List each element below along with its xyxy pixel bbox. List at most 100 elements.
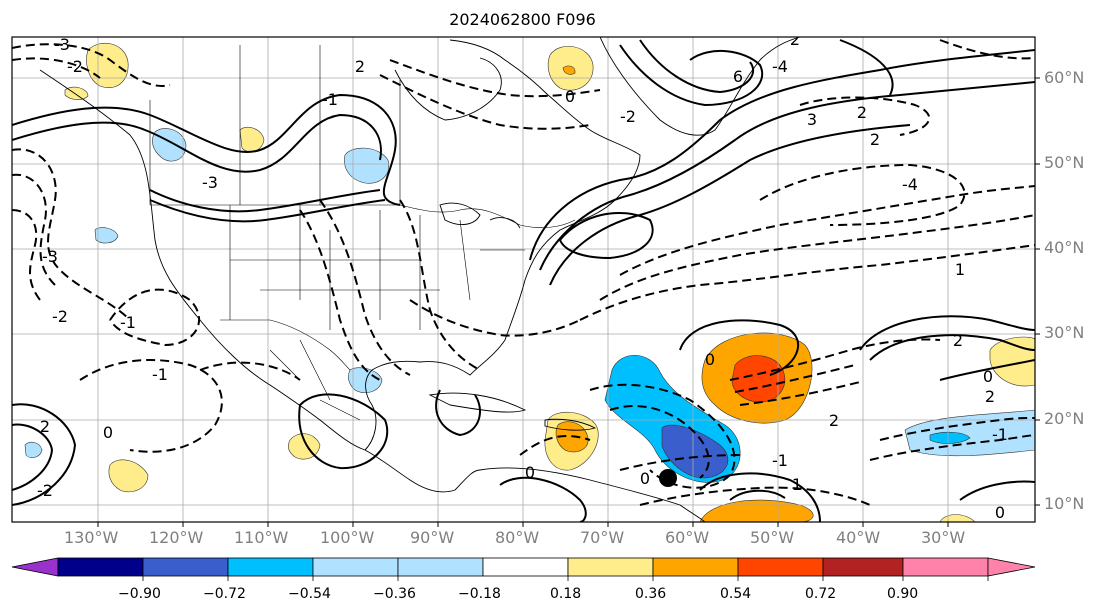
contour-label: 0 — [525, 463, 535, 482]
contour-dashed-south-1 — [639, 486, 871, 506]
contour-dashed-nw — [12, 43, 171, 87]
colorbar-tick-label: 0.72 — [805, 586, 837, 602]
mexico-states — [269, 339, 361, 421]
colorbar-segment — [142, 557, 229, 577]
contour-label: -1 — [322, 90, 338, 109]
north-america-coast — [39, 39, 641, 451]
contour-dashed-caribbean-3 — [519, 435, 591, 456]
colorbar-segment — [11, 557, 59, 577]
colorbar-segment — [987, 557, 1036, 577]
contour-label: 2 — [40, 417, 50, 436]
contour-label: 6 — [733, 67, 743, 86]
contour-label: 0 — [705, 350, 715, 369]
negative-region-westpac — [94, 227, 119, 244]
contour-dashed-east — [399, 199, 481, 371]
axis-ticks — [97, 77, 1040, 527]
hudson-bay — [394, 57, 502, 121]
contour-dashed-lines — [12, 39, 1035, 506]
contour-label: -4 — [772, 57, 788, 76]
contour-dashed-atlantic-5 — [799, 96, 930, 136]
contour-solid-atlantic-4 — [558, 212, 654, 260]
contour-dashed-south-2 — [619, 454, 741, 471]
colorbar-segment — [482, 557, 569, 577]
contour-dashed-midatl-3 — [739, 381, 861, 406]
contour-dashed-pac-3 — [12, 209, 41, 301]
contour-dashed-east-3 — [869, 434, 1035, 461]
longitude-label: 40°W — [836, 528, 881, 547]
contour-solid-atlantic-1 — [529, 49, 1035, 261]
coastlines — [39, 37, 801, 522]
colorbar-tick-label: 0.90 — [887, 586, 919, 602]
contour-label: 2 — [985, 387, 995, 406]
contour-solid-se — [959, 480, 1035, 501]
contour-label: -1 — [152, 365, 168, 384]
latitude-label: 60°N — [1044, 68, 1085, 87]
latitude-label: 20°N — [1044, 409, 1085, 428]
contour-solid-greenland — [619, 44, 763, 107]
graticule — [12, 37, 1035, 522]
contour-dashed-caribbean — [589, 383, 736, 489]
colorbar-segment — [397, 557, 484, 577]
contour-dashed-midatl-1 — [729, 338, 941, 381]
contour-solid-greenland-2 — [639, 39, 755, 94]
longitude-label: 110°W — [234, 528, 289, 547]
contour-solid-ne — [839, 39, 894, 96]
longitude-label: 90°W — [410, 528, 455, 547]
contour-label: 2 — [870, 130, 880, 149]
colorbar-tick-label: −0.18 — [458, 586, 501, 602]
contour-solid-south-2 — [729, 489, 786, 501]
contour-label: 2 — [355, 57, 365, 76]
negative-region-hudson — [344, 147, 390, 184]
longitude-label: 130°W — [64, 528, 119, 547]
colorbar-segment — [902, 557, 989, 577]
colorbar-tick-label: −0.36 — [373, 586, 416, 602]
contour-label: -3 — [54, 35, 70, 54]
latitude-label: 40°N — [1044, 238, 1085, 257]
contour-solid-midatlantic — [679, 319, 800, 376]
colorbar-segment — [227, 557, 314, 577]
negative-core-atlantic — [661, 424, 729, 479]
contour-dashed-atlantic-3 — [619, 185, 1035, 276]
colorbar-segment — [567, 557, 654, 577]
colorbar-segment — [822, 557, 904, 577]
contour-dashed-pac — [12, 148, 131, 321]
positive-region-pac — [239, 127, 265, 153]
colorbar-tick-label: −0.90 — [118, 586, 161, 602]
contour-dashed-atlantic-4 — [759, 163, 966, 226]
south-america-coast — [479, 467, 706, 522]
contour-label: 0 — [995, 503, 1005, 522]
latitude-label: 50°N — [1044, 153, 1085, 172]
canada-provinces — [149, 45, 401, 205]
negative-region-gulf — [348, 367, 383, 393]
contour-dashed-plains — [299, 209, 381, 381]
hispaniola — [544, 418, 597, 431]
contour-labels: -3 2 6 -4 3 2 2 -4 2 -3 -1 -2 0 -1 0 2 0… — [37, 30, 1008, 522]
contour-label: -2 — [37, 481, 53, 500]
longitude-label: 60°W — [665, 528, 710, 547]
contour-label: 2 — [857, 103, 867, 122]
contour-label: -3 — [42, 247, 58, 266]
longitude-label: 120°W — [149, 528, 204, 547]
positive-core-newfoundland — [562, 65, 576, 75]
contour-dashed-caribbean-2 — [609, 405, 710, 479]
contour-solid-north — [12, 93, 401, 206]
colorbar-tick-label: −0.72 — [203, 586, 246, 602]
longitude-label: 80°W — [495, 528, 540, 547]
storm-center-marker — [659, 469, 677, 487]
longitude-label: 70°W — [580, 528, 625, 547]
contour-dashed-atlantic-1 — [579, 244, 1035, 321]
contour-label: 1 — [792, 475, 802, 494]
contour-solid-sw-2 — [12, 423, 54, 491]
map-title: 2024062800 F096 — [449, 10, 596, 29]
contour-dashed-pac-2 — [12, 173, 56, 286]
contour-solid-sw — [12, 403, 77, 506]
positive-region-bc — [64, 86, 89, 100]
contour-label: -1 — [772, 451, 788, 470]
contour-dashed-north-2 — [379, 74, 591, 130]
contour-solid-east-3 — [939, 359, 1035, 381]
contour-label: 2 — [790, 30, 800, 49]
contour-dashed-midatl-2 — [734, 364, 856, 393]
contour-solid-north-3 — [149, 189, 381, 213]
central-america — [364, 449, 481, 493]
contour-label: -1 — [120, 313, 136, 332]
